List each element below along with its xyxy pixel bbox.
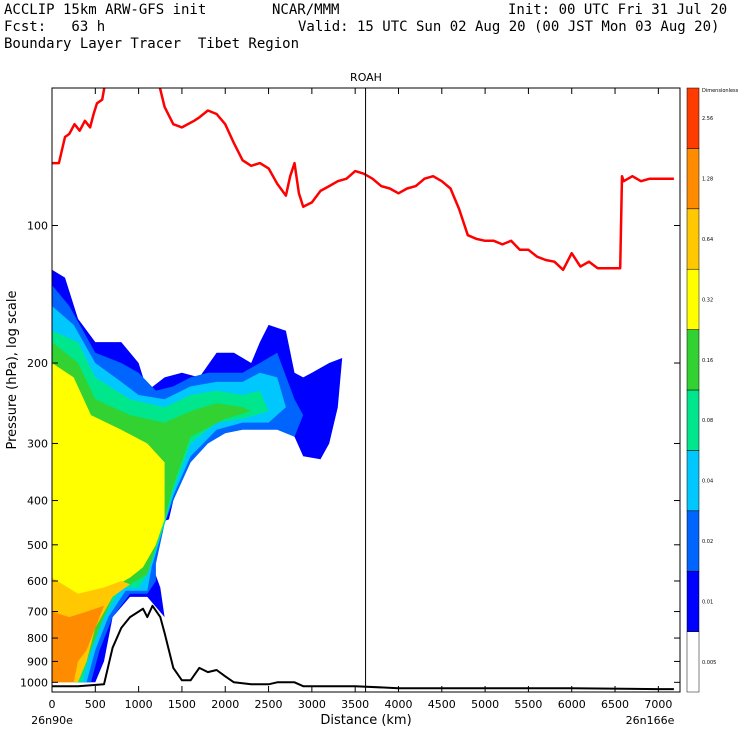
series-line-surface <box>52 604 674 691</box>
y-tick-label: 1000 <box>20 676 48 689</box>
chart-title: ROAH <box>350 71 382 84</box>
colorbar-level-label: 0.64 <box>702 237 713 243</box>
colorbar-level-label: 0.16 <box>702 358 713 364</box>
x-tick-label: 500 <box>85 698 106 711</box>
y-axis: 100 200 300 400 500 600 700 800 900 1000 <box>20 220 680 689</box>
x-axis-end-location: 26n166e <box>626 714 675 727</box>
header-forecast-hour: Fcst: 63 h <box>4 19 106 35</box>
colorbar-swatch-0.02 <box>686 510 700 572</box>
colorbar-swatch-0.32 <box>686 268 700 330</box>
colorbar-level-label: 0.02 <box>702 539 713 545</box>
y-tick-label: 700 <box>27 606 48 619</box>
x-tick-label: 1000 <box>125 698 153 711</box>
colorbar-level-label: 0.32 <box>702 297 713 303</box>
colorbar-swatch-1.28 <box>686 148 700 210</box>
x-tick-label: 5500 <box>514 698 542 711</box>
x-tick-label: 4500 <box>428 698 456 711</box>
colorbar-level-label: 0.005 <box>702 660 716 666</box>
y-tick-label: 400 <box>27 495 48 508</box>
x-tick-label: 3000 <box>298 698 326 711</box>
header-init-time: Init: 00 UTC Fri 31 Jul 20 <box>508 2 728 18</box>
colorbar-swatch-0.005 <box>686 631 700 693</box>
y-tick-label: 900 <box>27 655 48 668</box>
y-axis-title: Pressure (hPa), log scale <box>5 291 20 450</box>
plot-frame <box>51 87 681 693</box>
header-model-title: ACCLIP 15km ARW-GFS init <box>4 2 207 18</box>
x-tick-label: 7000 <box>644 698 672 711</box>
x-axis-start-location: 26n90e <box>31 714 73 727</box>
y-tick-label: 800 <box>27 632 48 645</box>
colorbar-swatch-0.01 <box>686 570 700 632</box>
header-organization: NCAR/MMM <box>272 2 340 18</box>
y-tick-label: 300 <box>27 437 48 450</box>
y-tick-label: 200 <box>27 357 48 370</box>
y-tick-label: 100 <box>27 220 48 233</box>
y-tick-label: 600 <box>27 575 48 588</box>
x-axis: 0 500 1000 1500 2000 2500 3000 3500 4000 4500 5000… <box>49 88 672 711</box>
colorbar-title: Dimensionless <box>702 88 739 94</box>
line-series-group <box>52 88 674 691</box>
x-tick-label: 4000 <box>384 698 412 711</box>
colorbar-swatch-2.56 <box>686 87 700 149</box>
x-axis-title: Distance (km) <box>320 713 411 728</box>
x-tick-label: 2500 <box>255 698 283 711</box>
tracer-fill-group <box>52 269 343 683</box>
series-line-tropopause <box>52 88 674 272</box>
y-tick-label: 500 <box>27 539 48 552</box>
colorbar-swatch-0.08 <box>686 389 700 451</box>
colorbar-level-label: 0.08 <box>702 418 713 424</box>
colorbar-swatch-0.16 <box>686 329 700 391</box>
x-tick-label: 6000 <box>558 698 586 711</box>
header-field-name: Boundary Layer Tracer Tibet Region <box>4 36 300 52</box>
x-tick-label: 5000 <box>471 698 499 711</box>
colorbar-level-label: 0.04 <box>702 479 713 485</box>
x-tick-label: 2000 <box>211 698 239 711</box>
colorbar-level-label: 0.01 <box>702 599 713 605</box>
colorbar-level-label: 2.56 <box>702 116 713 122</box>
x-tick-label: 1500 <box>168 698 196 711</box>
x-tick-label: 3500 <box>341 698 369 711</box>
header-valid-time: Valid: 15 UTC Sun 02 Aug 20 (00 JST Mon … <box>298 19 720 35</box>
colorbar-swatch-0.64 <box>686 208 700 270</box>
tracer-region-1.28 <box>52 605 104 683</box>
colorbar: 0.005 0.01 0.02 0.04 0.08 0.16 0.32 0.64 1.28 2.5… <box>686 87 739 693</box>
colorbar-swatch-0.04 <box>686 450 700 512</box>
colorbar-level-label: 1.28 <box>702 177 713 183</box>
x-tick-label: 6500 <box>601 698 629 711</box>
x-tick-label: 0 <box>49 698 56 711</box>
